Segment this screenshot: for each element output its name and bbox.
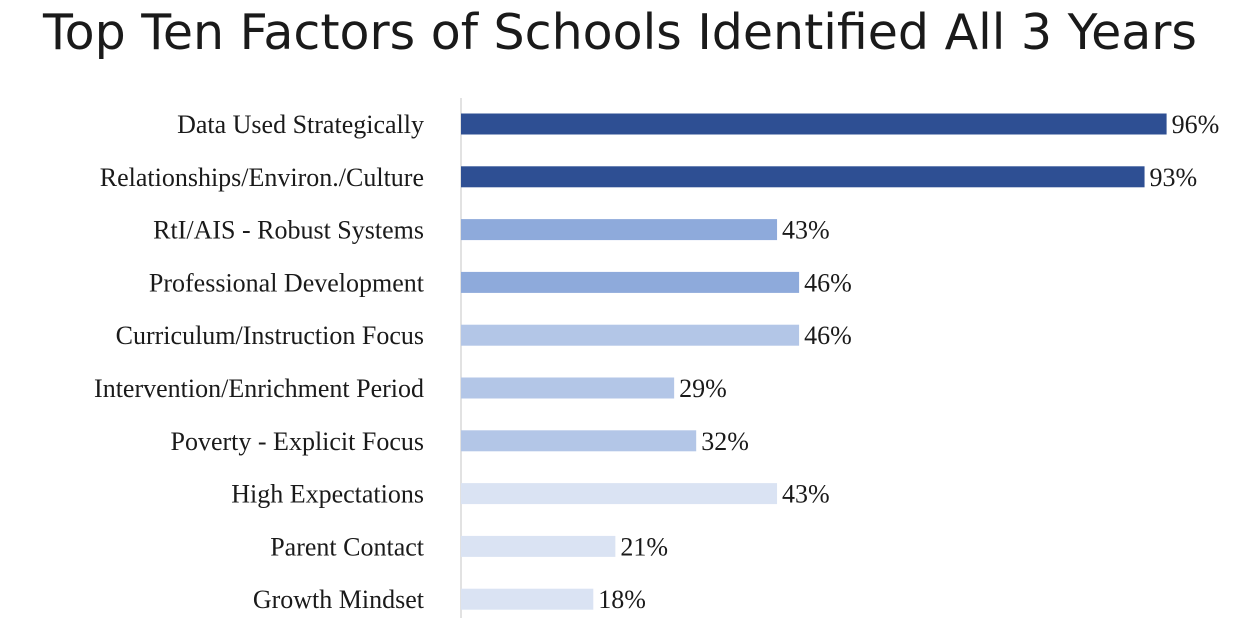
category-label: Intervention/Enrichment Period (94, 374, 424, 403)
bar (461, 166, 1145, 188)
category-label: Growth Mindset (253, 585, 425, 614)
bar (461, 113, 1167, 135)
value-label: 43% (782, 216, 830, 245)
value-label: 32% (701, 427, 749, 456)
bar (461, 588, 594, 610)
bar (461, 271, 800, 293)
category-label: Relationships/Environ./Culture (100, 163, 424, 192)
value-label: 29% (679, 374, 727, 403)
bar (461, 430, 697, 452)
chart-title: Top Ten Factors of Schools Identified Al… (43, 4, 1197, 61)
category-label: Poverty - Explicit Focus (171, 427, 424, 456)
value-label: 93% (1150, 163, 1198, 192)
bar (461, 377, 675, 399)
category-label: RtI/AIS - Robust Systems (153, 216, 424, 245)
value-label: 18% (598, 585, 646, 614)
value-label: 21% (620, 532, 668, 561)
category-label: Parent Contact (270, 532, 425, 561)
bar (461, 535, 616, 557)
value-label: 43% (782, 480, 830, 509)
value-label: 96% (1172, 110, 1220, 139)
bar (461, 324, 800, 346)
bar (461, 219, 778, 241)
category-label: Curriculum/Instruction Focus (116, 321, 424, 350)
category-label: Data Used Strategically (177, 110, 424, 139)
value-label: 46% (804, 268, 852, 297)
bars-group: Data Used Strategically 96% Relationships/… (94, 110, 1219, 614)
category-label: Professional Development (149, 268, 425, 297)
bar (461, 483, 778, 505)
category-label: High Expectations (231, 480, 424, 509)
value-label: 46% (804, 321, 852, 350)
